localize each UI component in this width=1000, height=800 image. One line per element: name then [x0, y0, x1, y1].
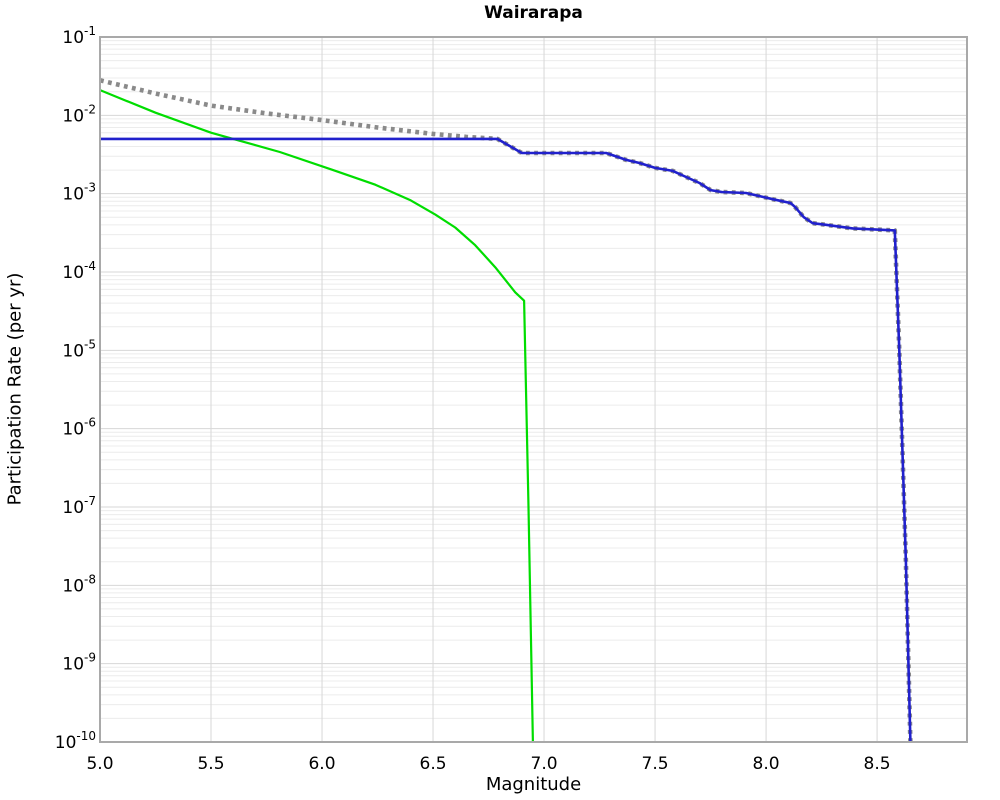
y-tick-label: 10-3: [62, 181, 96, 205]
series-blue-solid-line: [100, 137, 912, 742]
x-axis-label: Magnitude: [485, 774, 582, 795]
y-tick-label: 10-6: [62, 416, 96, 440]
y-tick-label: 10-2: [62, 102, 96, 126]
x-tick-label: 6.0: [308, 754, 335, 774]
y-tick-label: 10-4: [62, 259, 96, 283]
plot-frame: [99, 36, 968, 743]
x-tick-label: 8.5: [864, 754, 891, 774]
chart-title: Wairarapa: [484, 3, 583, 23]
x-tick-label: 5.0: [86, 754, 113, 774]
series-green-solid-line: [100, 89, 534, 742]
y-tick-label: 10-8: [62, 572, 96, 596]
y-tick-label: 10-5: [62, 337, 96, 361]
series-gray-dotted-line: [100, 78, 913, 742]
y-tick-label: 10-10: [55, 729, 96, 753]
x-tick-label: 6.5: [420, 754, 447, 774]
x-tick-label: 5.5: [197, 754, 224, 774]
x-tick-label: 7.0: [531, 754, 558, 774]
y-tick-label: 10-9: [62, 651, 96, 675]
x-tick-label: 8.0: [753, 754, 780, 774]
y-tick-label: 10-7: [62, 494, 96, 518]
y-axis-label: Participation Rate (per yr): [4, 272, 26, 506]
x-tick-label: 7.5: [642, 754, 669, 774]
y-tick-label: 10-1: [62, 24, 96, 48]
